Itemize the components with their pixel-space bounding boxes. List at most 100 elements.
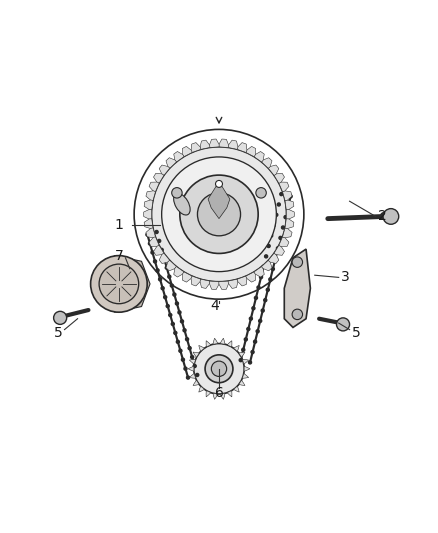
Circle shape	[159, 278, 162, 281]
Polygon shape	[242, 374, 249, 378]
Polygon shape	[174, 266, 184, 277]
Circle shape	[336, 318, 350, 331]
Polygon shape	[146, 191, 155, 200]
Polygon shape	[189, 374, 196, 378]
Polygon shape	[191, 143, 201, 152]
Circle shape	[289, 195, 292, 198]
Polygon shape	[154, 245, 164, 255]
Circle shape	[186, 338, 189, 341]
Polygon shape	[227, 341, 232, 347]
Circle shape	[170, 284, 173, 287]
Circle shape	[277, 203, 280, 206]
Circle shape	[383, 208, 399, 224]
Circle shape	[247, 327, 250, 330]
Polygon shape	[254, 266, 264, 277]
Circle shape	[177, 340, 180, 343]
Polygon shape	[237, 276, 247, 286]
Polygon shape	[274, 245, 284, 255]
Circle shape	[53, 311, 67, 325]
Polygon shape	[285, 219, 294, 229]
Circle shape	[168, 275, 171, 278]
Circle shape	[180, 175, 258, 254]
Circle shape	[179, 349, 182, 352]
Polygon shape	[193, 352, 199, 357]
Circle shape	[264, 298, 267, 302]
Polygon shape	[244, 366, 250, 372]
Circle shape	[174, 332, 177, 334]
Polygon shape	[268, 253, 279, 263]
Polygon shape	[182, 272, 192, 282]
Polygon shape	[283, 228, 292, 238]
Circle shape	[156, 269, 159, 272]
Polygon shape	[105, 256, 150, 312]
Polygon shape	[219, 139, 229, 148]
Polygon shape	[268, 165, 279, 175]
Circle shape	[152, 147, 286, 282]
Polygon shape	[284, 249, 311, 327]
Polygon shape	[182, 147, 192, 157]
Circle shape	[251, 351, 254, 353]
Circle shape	[148, 242, 152, 245]
Polygon shape	[206, 391, 211, 397]
Circle shape	[252, 306, 255, 310]
Circle shape	[194, 344, 244, 394]
Circle shape	[188, 346, 191, 350]
Polygon shape	[199, 345, 205, 351]
Polygon shape	[159, 165, 170, 175]
Polygon shape	[233, 345, 239, 351]
Circle shape	[191, 356, 194, 359]
Polygon shape	[200, 279, 210, 288]
Circle shape	[274, 257, 277, 260]
Circle shape	[261, 309, 264, 312]
Circle shape	[286, 205, 290, 208]
Circle shape	[151, 251, 154, 254]
Circle shape	[169, 313, 172, 317]
Circle shape	[187, 376, 190, 379]
Circle shape	[173, 293, 176, 296]
Circle shape	[242, 348, 245, 351]
Ellipse shape	[173, 193, 190, 215]
Circle shape	[196, 374, 199, 376]
Polygon shape	[279, 182, 289, 192]
Circle shape	[161, 287, 164, 290]
Text: 5: 5	[53, 326, 62, 340]
Circle shape	[257, 286, 260, 289]
Polygon shape	[174, 151, 184, 162]
Circle shape	[254, 340, 257, 343]
Polygon shape	[246, 272, 256, 282]
Polygon shape	[146, 228, 155, 238]
Circle shape	[193, 365, 196, 368]
Circle shape	[272, 224, 275, 227]
Polygon shape	[144, 219, 153, 229]
Polygon shape	[144, 209, 152, 219]
Polygon shape	[227, 391, 232, 397]
Text: 1: 1	[114, 218, 124, 232]
Polygon shape	[159, 253, 170, 263]
Circle shape	[205, 355, 233, 383]
Circle shape	[178, 311, 181, 314]
Circle shape	[265, 255, 268, 258]
Polygon shape	[220, 393, 225, 399]
Polygon shape	[209, 281, 219, 289]
Circle shape	[272, 268, 274, 271]
Circle shape	[99, 264, 139, 304]
Polygon shape	[239, 352, 245, 357]
Circle shape	[292, 257, 303, 268]
Polygon shape	[286, 209, 294, 219]
Text: 5: 5	[352, 326, 360, 340]
Circle shape	[279, 236, 282, 239]
Polygon shape	[166, 158, 177, 168]
Circle shape	[155, 230, 158, 233]
Circle shape	[248, 361, 251, 364]
Polygon shape	[233, 386, 239, 392]
Circle shape	[165, 266, 168, 269]
Polygon shape	[228, 279, 238, 288]
Polygon shape	[209, 139, 219, 148]
Polygon shape	[208, 182, 230, 219]
Polygon shape	[149, 237, 159, 246]
Polygon shape	[246, 147, 256, 157]
Circle shape	[181, 358, 184, 361]
Circle shape	[267, 245, 270, 247]
Circle shape	[280, 192, 283, 196]
Circle shape	[184, 367, 187, 370]
